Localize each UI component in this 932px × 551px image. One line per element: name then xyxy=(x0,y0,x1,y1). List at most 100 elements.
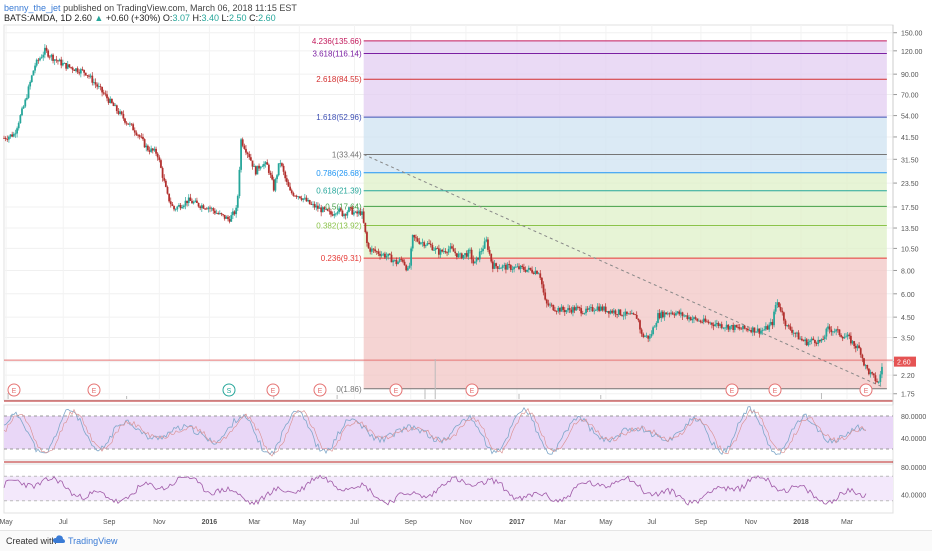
triangle-up-icon: ▲ xyxy=(94,13,104,23)
candle-body xyxy=(331,214,334,216)
event-marker[interactable] xyxy=(87,383,101,397)
candle-body xyxy=(598,306,601,311)
candle-body xyxy=(248,154,251,158)
candle-body xyxy=(573,307,576,311)
candle-body xyxy=(328,210,331,212)
fib-zone xyxy=(363,172,887,191)
close-value: 2.60 xyxy=(258,13,276,23)
candle-body xyxy=(856,345,859,349)
fib-zone xyxy=(363,40,887,54)
candle-body xyxy=(387,253,390,257)
candle-body xyxy=(249,157,252,161)
candle-body xyxy=(760,330,762,334)
candle-body xyxy=(799,338,802,340)
event-marker[interactable] xyxy=(465,383,479,397)
event-marker[interactable] xyxy=(7,383,21,397)
rsi-panel[interactable]: 80.0000 40.0000 xyxy=(3,463,926,514)
candle-body xyxy=(214,210,216,214)
candle-body xyxy=(285,178,288,182)
candle-body xyxy=(485,239,488,242)
event-marker[interactable] xyxy=(266,383,280,397)
event-marker[interactable] xyxy=(725,383,739,397)
candle-body xyxy=(186,200,189,204)
candle-body xyxy=(622,315,625,317)
candle-body xyxy=(841,336,844,339)
candle-body xyxy=(457,253,460,258)
candle-body xyxy=(508,264,511,266)
candle-body xyxy=(60,59,63,66)
candle-body xyxy=(418,241,421,244)
candle-body xyxy=(490,253,493,262)
candle-body xyxy=(853,341,856,346)
candle-body xyxy=(647,335,650,339)
event-marker[interactable] xyxy=(768,383,782,397)
candle-body xyxy=(346,211,349,216)
candle-body xyxy=(498,268,501,269)
candle-body xyxy=(27,86,30,98)
candle-body xyxy=(637,318,640,321)
event-marker[interactable] xyxy=(859,383,873,397)
candle-body xyxy=(233,211,236,215)
trendline[interactable] xyxy=(363,154,883,388)
candle-body xyxy=(532,272,535,274)
candle-body xyxy=(374,249,377,252)
candle-body xyxy=(642,333,645,337)
candle-body xyxy=(568,308,571,310)
candle-body xyxy=(333,214,336,216)
candle-body xyxy=(462,254,465,259)
candle-body xyxy=(142,136,144,140)
candle-body xyxy=(679,312,682,315)
candle-body xyxy=(243,145,246,149)
price-panel[interactable]: 150.00 120.00 90.00 70.00 54.00 41.50 31.50 23.… xyxy=(3,24,923,513)
candle-body xyxy=(369,248,372,252)
event-marker[interactable] xyxy=(222,383,236,397)
x-tick-label: Sep xyxy=(103,519,116,526)
candle-body xyxy=(303,197,306,199)
candle-body xyxy=(290,190,293,194)
candle-body xyxy=(560,306,563,312)
y-tick-label: 17.50 xyxy=(901,205,919,212)
x-tick-label: May xyxy=(599,519,613,526)
candle-body xyxy=(318,207,321,209)
candle-body xyxy=(460,253,463,259)
candle-body xyxy=(107,98,110,103)
candle-body xyxy=(480,251,483,252)
author-link[interactable]: benny_the_jet xyxy=(4,3,61,13)
candle-body xyxy=(441,249,444,252)
candle-body xyxy=(735,325,738,328)
fib-level-label: 1(33.44) xyxy=(332,150,362,159)
tradingview-brand-link[interactable]: TradingView xyxy=(68,536,118,546)
event-marker[interactable] xyxy=(389,383,403,397)
candle-body xyxy=(191,200,193,204)
stochastic-panel[interactable]: 80.0000 40.0000 xyxy=(3,404,926,463)
candle-body xyxy=(43,47,46,55)
candle-body xyxy=(19,115,22,124)
candle-body xyxy=(505,264,507,270)
fib-zone xyxy=(363,206,887,226)
candle-body xyxy=(61,63,64,66)
candle-body xyxy=(192,201,195,204)
candle-body xyxy=(241,139,244,146)
candle-body xyxy=(715,322,718,325)
candle-body xyxy=(688,317,690,319)
open-value: 3.07 xyxy=(172,13,190,23)
candle-body xyxy=(606,311,609,313)
candle-body xyxy=(516,266,519,268)
candle-body xyxy=(238,169,241,197)
candle-body xyxy=(11,134,14,137)
candle-body xyxy=(764,326,767,330)
candle-body xyxy=(294,195,296,197)
tradingview-cloud-logo-icon[interactable] xyxy=(53,535,65,544)
candle-body xyxy=(755,331,757,333)
change-value: +0.60 (+30%) xyxy=(105,13,161,23)
candle-body xyxy=(658,313,661,319)
candle-body xyxy=(266,162,269,165)
y-tick-label: 4.50 xyxy=(901,315,915,322)
candle-body xyxy=(93,82,95,83)
event-marker[interactable] xyxy=(313,383,327,397)
candle-body xyxy=(730,325,733,327)
candle-body xyxy=(14,133,17,135)
candle-body xyxy=(179,204,182,209)
candle-body xyxy=(704,318,707,322)
